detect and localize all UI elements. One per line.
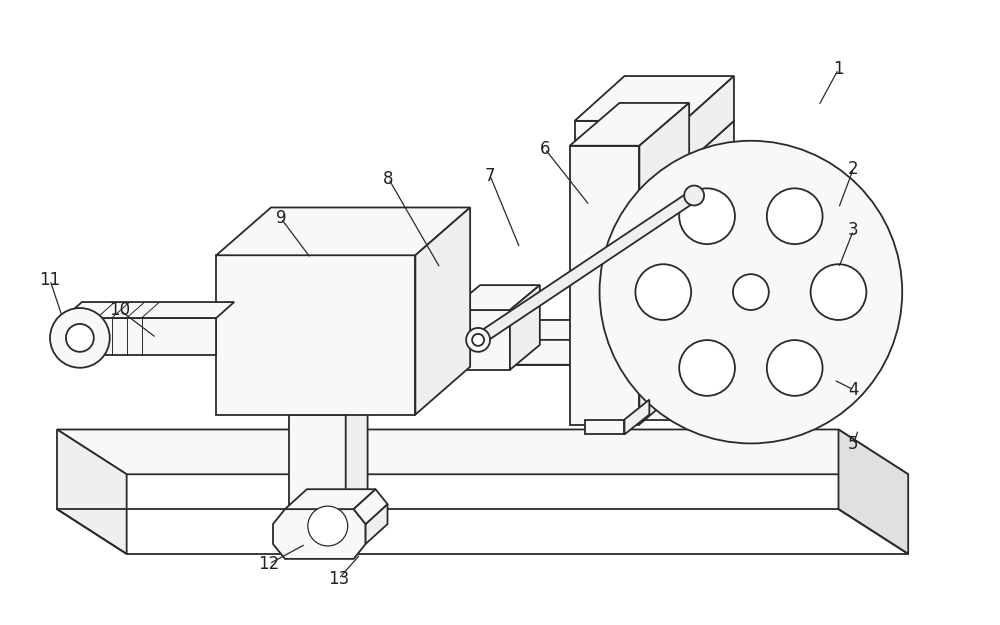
Circle shape [600, 141, 902, 443]
Circle shape [308, 506, 348, 546]
Text: 12: 12 [258, 555, 280, 573]
Polygon shape [289, 394, 368, 414]
Circle shape [466, 328, 490, 352]
Polygon shape [510, 285, 540, 370]
Polygon shape [570, 103, 689, 146]
Polygon shape [684, 121, 734, 419]
Polygon shape [331, 320, 605, 345]
Circle shape [66, 324, 94, 352]
Circle shape [679, 340, 735, 396]
Polygon shape [354, 489, 388, 524]
Polygon shape [639, 103, 689, 424]
Polygon shape [366, 504, 388, 544]
Polygon shape [331, 340, 605, 365]
Polygon shape [216, 255, 415, 414]
Polygon shape [331, 320, 361, 365]
Polygon shape [273, 509, 366, 559]
Circle shape [767, 188, 823, 244]
Polygon shape [575, 121, 734, 166]
Polygon shape [475, 191, 697, 345]
Text: 5: 5 [848, 436, 859, 453]
Text: 10: 10 [109, 301, 130, 319]
Polygon shape [575, 166, 684, 419]
Polygon shape [285, 489, 376, 509]
Text: 11: 11 [39, 271, 61, 289]
Polygon shape [450, 310, 510, 370]
Polygon shape [64, 318, 216, 355]
Polygon shape [216, 208, 470, 255]
Polygon shape [585, 419, 624, 434]
Polygon shape [415, 208, 470, 414]
Circle shape [635, 264, 691, 320]
Text: 7: 7 [485, 167, 495, 184]
Text: 13: 13 [328, 570, 349, 588]
Polygon shape [64, 302, 234, 318]
Circle shape [733, 274, 769, 310]
Circle shape [679, 188, 735, 244]
Text: 4: 4 [848, 381, 859, 399]
Polygon shape [684, 76, 734, 166]
Text: 2: 2 [848, 159, 859, 177]
Circle shape [472, 334, 484, 346]
Polygon shape [57, 429, 908, 474]
Polygon shape [838, 429, 908, 554]
Text: 3: 3 [848, 221, 859, 239]
Polygon shape [624, 399, 649, 434]
Polygon shape [570, 146, 639, 424]
Circle shape [811, 264, 866, 320]
Polygon shape [57, 429, 127, 554]
Text: 1: 1 [833, 60, 844, 78]
Text: 9: 9 [276, 209, 286, 227]
Circle shape [767, 340, 823, 396]
Polygon shape [289, 414, 346, 509]
Polygon shape [575, 121, 684, 166]
Polygon shape [575, 76, 734, 121]
Text: 6: 6 [540, 140, 550, 158]
Polygon shape [346, 394, 368, 509]
Polygon shape [450, 285, 540, 310]
Text: 8: 8 [383, 169, 394, 187]
Circle shape [50, 308, 110, 368]
Circle shape [684, 186, 704, 206]
